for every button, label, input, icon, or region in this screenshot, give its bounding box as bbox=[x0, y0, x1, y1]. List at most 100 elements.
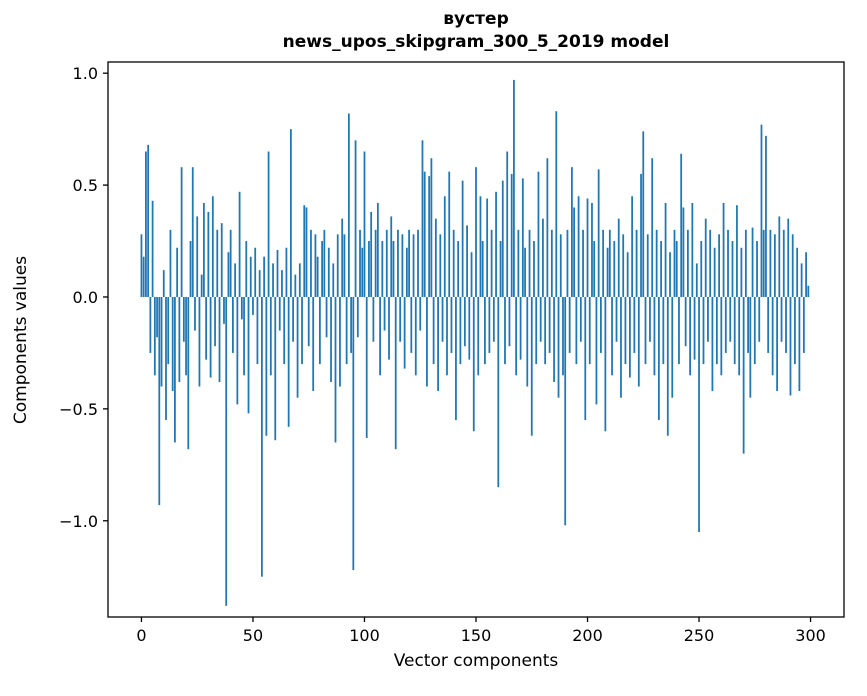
bar bbox=[508, 296, 511, 347]
bar bbox=[370, 211, 373, 297]
bar bbox=[394, 296, 397, 450]
bar bbox=[479, 196, 482, 297]
bar bbox=[756, 241, 758, 297]
bar bbox=[361, 247, 364, 297]
bar bbox=[301, 296, 303, 365]
bar bbox=[247, 296, 250, 414]
bar bbox=[600, 296, 602, 353]
bar bbox=[428, 176, 431, 297]
bar bbox=[296, 296, 299, 398]
bar bbox=[448, 171, 451, 297]
bar bbox=[657, 296, 660, 421]
bar bbox=[675, 241, 678, 297]
bar bbox=[145, 151, 147, 297]
bar bbox=[220, 223, 223, 297]
bar bbox=[432, 296, 435, 365]
bar bbox=[566, 229, 569, 297]
bar bbox=[564, 296, 567, 526]
bar bbox=[557, 296, 560, 398]
bar bbox=[794, 296, 796, 365]
bar bbox=[720, 296, 723, 376]
bar bbox=[160, 296, 163, 387]
y-tick-label: 0.0 bbox=[73, 288, 98, 307]
bar bbox=[305, 207, 308, 297]
bar bbox=[562, 296, 564, 376]
bar bbox=[269, 296, 272, 376]
bar bbox=[227, 252, 230, 297]
bar bbox=[542, 218, 544, 297]
bar bbox=[450, 296, 453, 353]
bar bbox=[316, 256, 319, 297]
bar bbox=[546, 158, 549, 297]
bar bbox=[742, 296, 745, 454]
bar bbox=[240, 296, 243, 320]
bar bbox=[414, 296, 417, 376]
bar bbox=[729, 296, 732, 342]
bar bbox=[321, 241, 323, 297]
bar bbox=[283, 296, 286, 365]
bar bbox=[147, 144, 150, 297]
bar bbox=[142, 256, 145, 297]
bar bbox=[149, 296, 152, 353]
bar bbox=[285, 247, 288, 297]
bar bbox=[733, 296, 736, 365]
bar bbox=[575, 296, 578, 365]
bar bbox=[457, 241, 460, 297]
bar bbox=[484, 296, 486, 365]
bar bbox=[278, 296, 281, 331]
x-tick-label: 100 bbox=[349, 626, 380, 645]
bar bbox=[475, 167, 477, 297]
bar bbox=[678, 296, 680, 365]
bar bbox=[582, 229, 584, 297]
bar bbox=[223, 296, 225, 324]
bar bbox=[584, 296, 587, 421]
bar bbox=[787, 218, 790, 297]
bar bbox=[519, 296, 522, 360]
bar bbox=[214, 296, 216, 347]
bar bbox=[265, 296, 268, 436]
bar bbox=[785, 296, 787, 353]
bar bbox=[470, 252, 473, 297]
bar bbox=[521, 178, 524, 297]
bar bbox=[327, 247, 330, 297]
bar bbox=[715, 296, 718, 365]
bar bbox=[419, 296, 422, 331]
bar bbox=[767, 296, 770, 353]
bar bbox=[236, 296, 239, 405]
bar bbox=[232, 296, 234, 353]
bar bbox=[702, 296, 705, 365]
bar bbox=[443, 196, 446, 297]
bar bbox=[571, 167, 573, 297]
bar bbox=[492, 296, 495, 342]
y-tick-label: −0.5 bbox=[59, 400, 98, 419]
bar bbox=[626, 252, 629, 297]
y-tick-label: 1.0 bbox=[73, 64, 98, 83]
bar bbox=[631, 196, 634, 297]
bar bbox=[194, 296, 196, 331]
bar bbox=[289, 129, 292, 297]
bar bbox=[466, 225, 468, 297]
bar bbox=[354, 140, 357, 297]
bar bbox=[207, 211, 210, 297]
y-axis-label: Components values bbox=[11, 256, 31, 424]
bar bbox=[544, 296, 547, 365]
bar bbox=[430, 158, 433, 297]
bar bbox=[751, 227, 754, 297]
bar bbox=[350, 296, 352, 353]
bar bbox=[272, 263, 274, 297]
bar bbox=[506, 151, 509, 297]
bar bbox=[613, 241, 616, 297]
x-tick-label: 50 bbox=[243, 626, 263, 645]
bar bbox=[664, 202, 667, 297]
bar bbox=[314, 234, 317, 297]
y-tick-label: −1.0 bbox=[59, 512, 98, 531]
bar bbox=[385, 229, 388, 297]
bar bbox=[660, 241, 662, 297]
bar bbox=[334, 296, 337, 443]
bar bbox=[281, 270, 283, 297]
bar bbox=[189, 241, 192, 297]
bar bbox=[749, 296, 752, 398]
bar bbox=[405, 247, 408, 297]
x-tick-label: 0 bbox=[136, 626, 146, 645]
bar bbox=[153, 296, 156, 376]
